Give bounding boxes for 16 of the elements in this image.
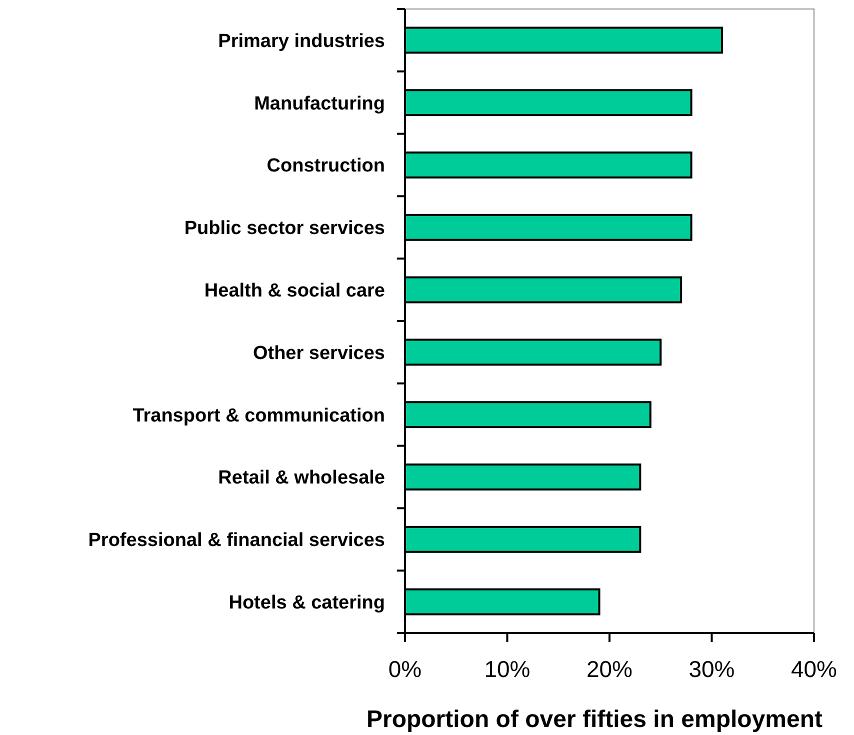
y-tick-label: Primary industries (218, 30, 385, 52)
y-tick-label: Public sector services (184, 218, 385, 240)
y-tick-label: Professional & financial services (88, 530, 385, 552)
x-tick-label: 20% (586, 656, 633, 682)
x-tick-label: 10% (484, 656, 530, 682)
y-tick-label: Hotels & catering (228, 592, 385, 614)
y-tick-label: Transport & communication (132, 405, 385, 426)
x-axis-title: Proportion of over fifties in employment (366, 706, 823, 733)
x-tick-label: 30% (688, 656, 735, 682)
x-tick-label: 0% (388, 656, 422, 682)
y-tick-label: Health & social care (204, 280, 385, 302)
y-tick-label: Manufacturing (254, 93, 385, 114)
x-tick-label: 40% (790, 656, 838, 682)
y-tick-label: Retail & wholesale (218, 468, 385, 489)
y-tick-label: Construction (266, 156, 385, 177)
y-tick-label: Other services (252, 342, 385, 364)
